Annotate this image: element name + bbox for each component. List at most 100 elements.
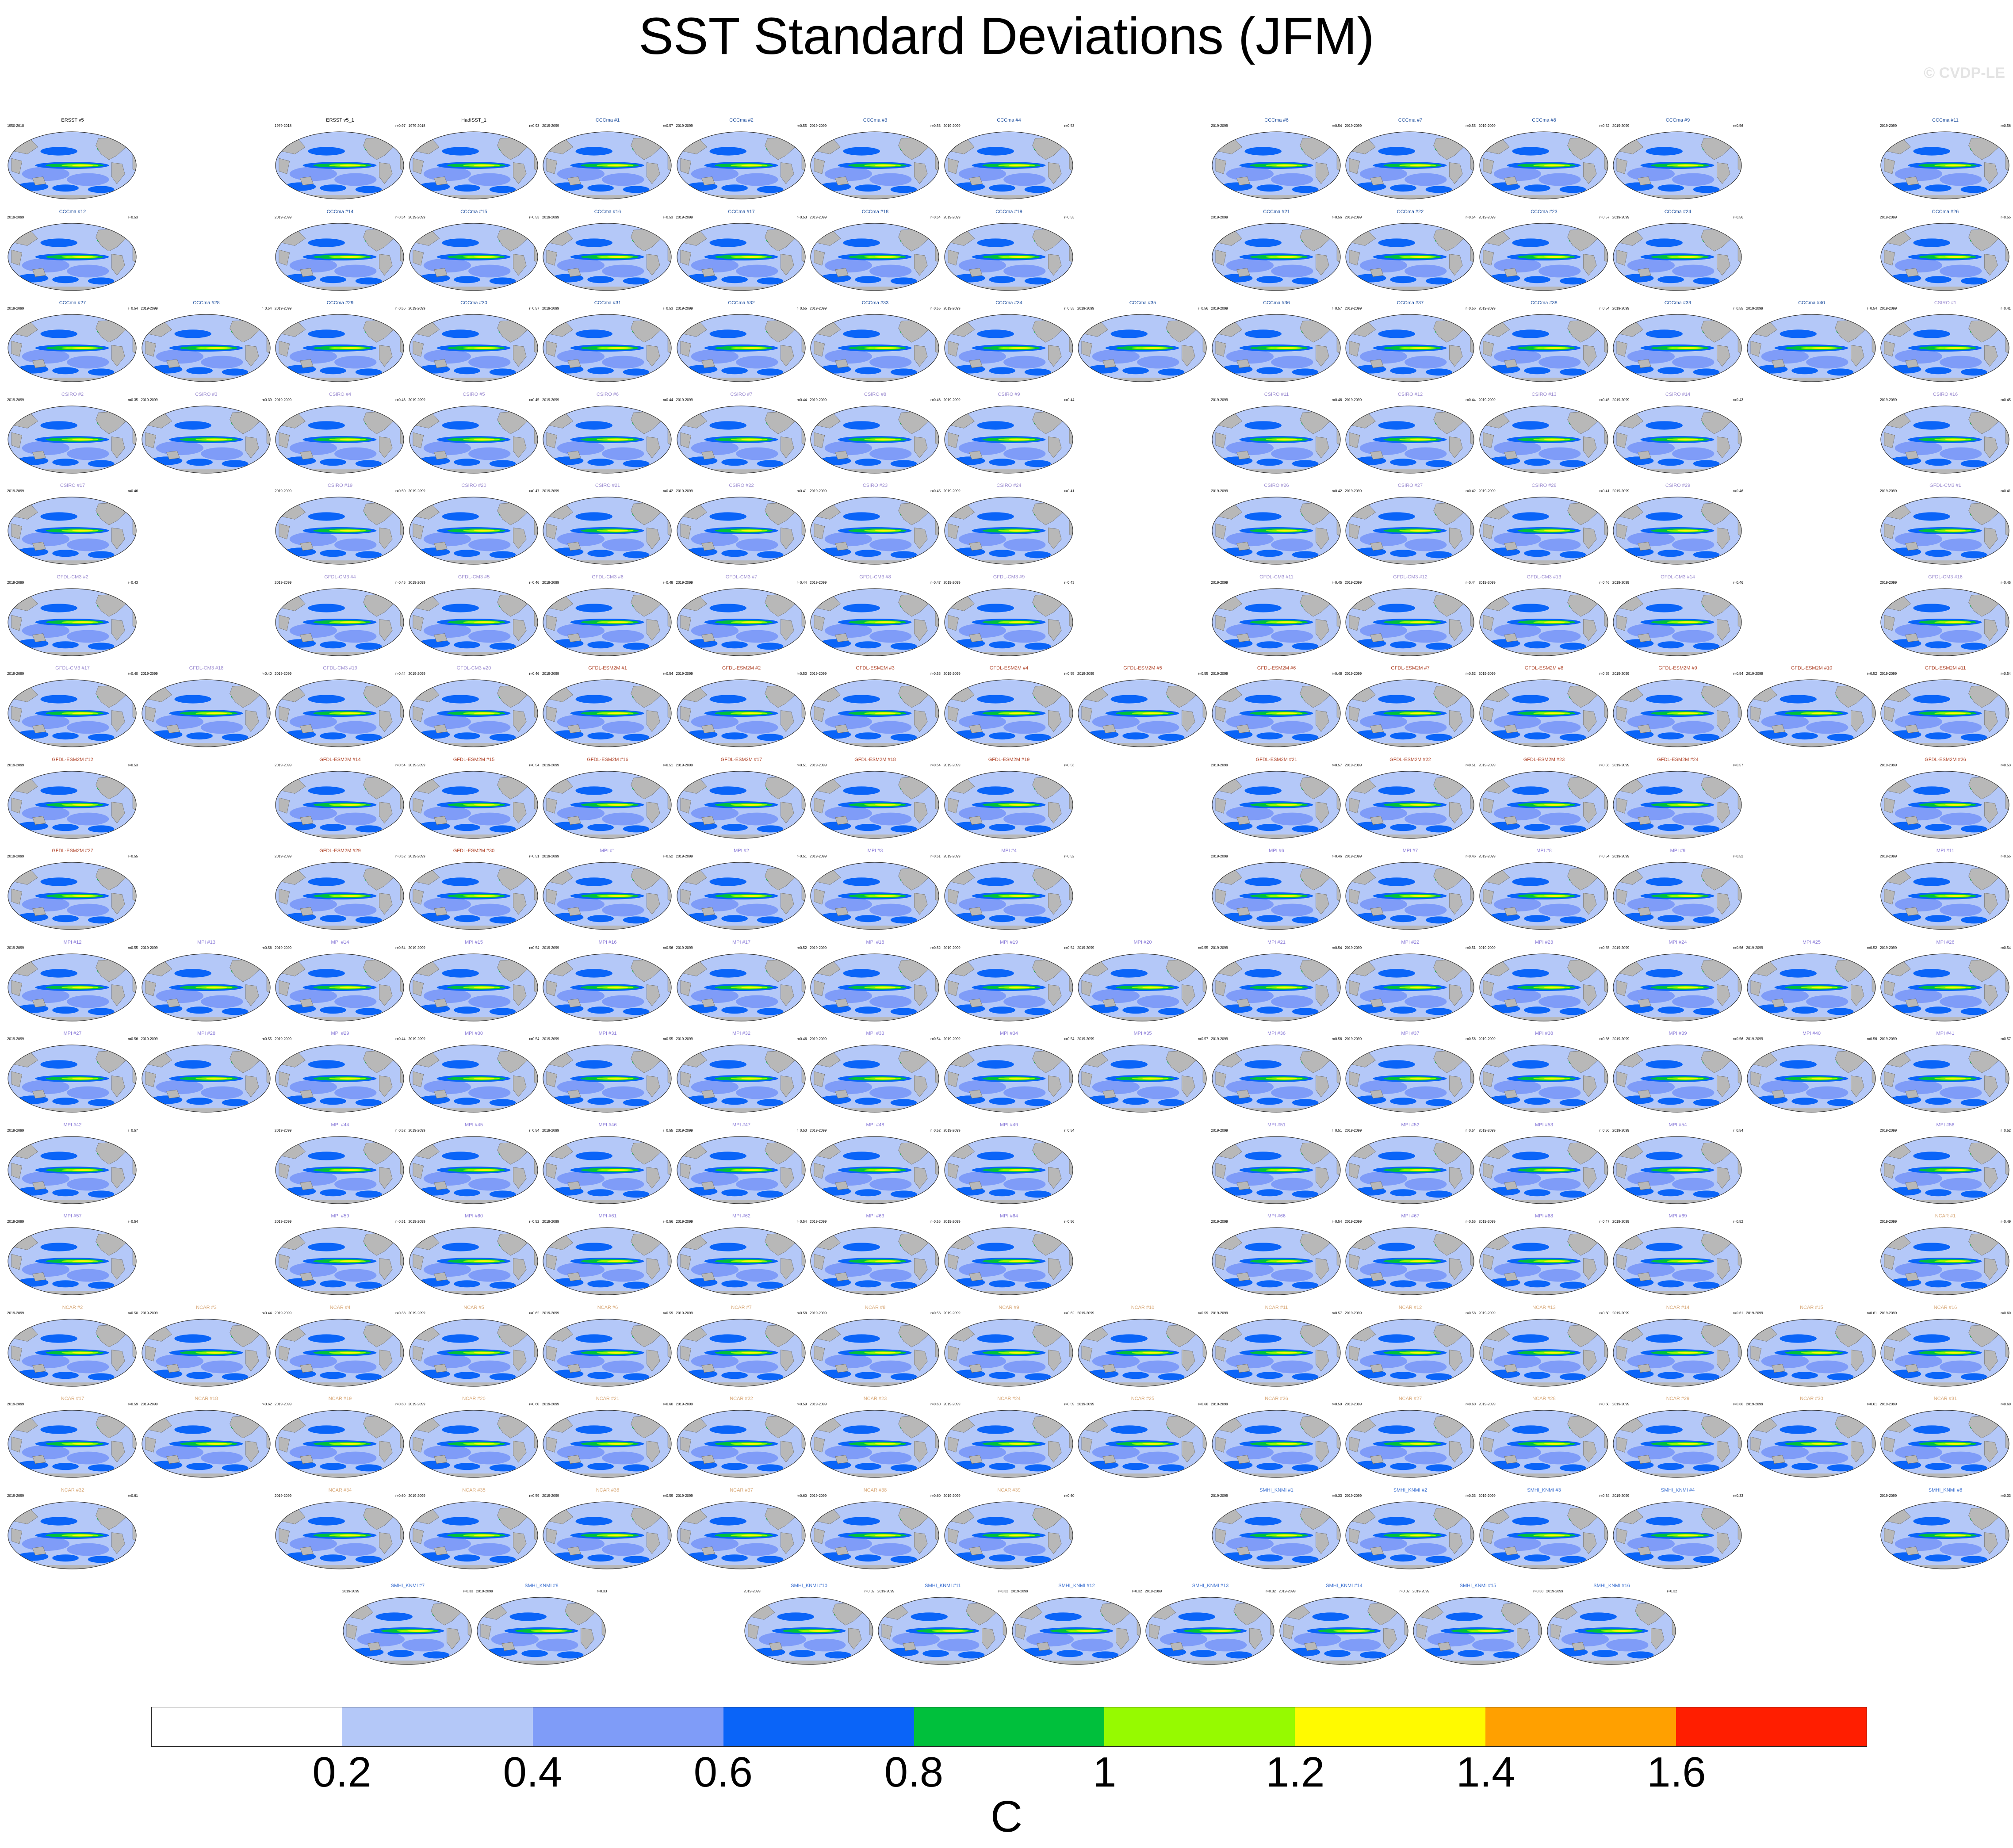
map-panel: CCCma #27 2019-2099 r=0.54 xyxy=(6,300,139,385)
panel-title: ERSST v5_1 xyxy=(326,118,354,123)
panel-correlation-label: r=0.61 xyxy=(1867,1311,1877,1315)
map-panel: NCAR #30 2019-2099 r=0.61 xyxy=(1745,1396,1878,1481)
map-panel: GFDL-CM3 #8 2019-2099 r=0.47 xyxy=(809,574,941,659)
map-panel: NCAR #26 2019-2099 r=0.59 xyxy=(1210,1396,1343,1481)
panel-correlation-label: r=0.54 xyxy=(1599,306,1610,310)
map-panel: MPI #3 2019-2099 r=0.51 xyxy=(809,848,941,933)
sst-stddev-map xyxy=(1011,1597,1141,1665)
sst-stddev-map xyxy=(1479,770,1608,839)
sst-stddev-map xyxy=(1345,1227,1474,1295)
sst-stddev-map xyxy=(810,588,939,656)
panel-correlation-label: r=0.54 xyxy=(663,672,673,676)
panel-correlation-label: r=0.54 xyxy=(1332,124,1342,128)
map-panel: MPI #51 2019-2099 r=0.51 xyxy=(1210,1122,1343,1207)
map-panel: GFDL-CM3 #17 2019-2099 r=0.40 xyxy=(6,666,139,750)
map-panel: MPI #7 2019-2099 r=0.46 xyxy=(1344,848,1477,933)
panel-period-label: 2019-2099 xyxy=(1746,1402,1763,1406)
sst-stddev-map xyxy=(1345,1136,1474,1204)
panel-period-label: 2019-2099 xyxy=(676,580,693,585)
panel-period-label: 2019-2099 xyxy=(275,1037,292,1041)
panel-correlation-label: r=0.60 xyxy=(2001,1402,2011,1406)
sst-stddev-map xyxy=(1211,588,1341,656)
sst-stddev-map xyxy=(275,497,404,565)
panel-correlation-label: r=0.40 xyxy=(261,672,272,676)
sst-stddev-map xyxy=(1613,314,1742,382)
panel-correlation-label: r=0.62 xyxy=(529,1311,540,1315)
panel-period-label: 2019-2099 xyxy=(542,672,559,676)
panel-correlation-label: r=0.46 xyxy=(529,672,540,676)
panel-correlation-label: r=0.45 xyxy=(1599,398,1610,402)
sst-stddev-map xyxy=(409,1410,538,1478)
sst-stddev-map xyxy=(1613,862,1742,930)
panel-correlation-label: r=0.52 xyxy=(1599,124,1610,128)
panel-title: CCCma #1 xyxy=(595,118,620,123)
map-panel: GFDL-ESM2M #30 2019-2099 r=0.51 xyxy=(408,848,540,933)
map-panel: CCCma #2 2019-2099 r=0.55 xyxy=(675,118,808,203)
map-panel: CCCma #35 2019-2099 r=0.56 xyxy=(1076,300,1209,385)
panel-title: GFDL-ESM2M #24 xyxy=(1657,757,1699,762)
sst-stddev-map xyxy=(810,1410,939,1478)
panel-title: CCCma #39 xyxy=(1664,300,1692,306)
panel-title: MPI #46 xyxy=(598,1122,617,1128)
panel-title: NCAR #11 xyxy=(1265,1305,1288,1310)
panel-title: CSIRO #19 xyxy=(327,483,353,488)
panel-title: MPI #16 xyxy=(598,939,617,945)
panel-title: CSIRO #7 xyxy=(730,391,753,397)
map-panel: GFDL-ESM2M #14 2019-2099 r=0.54 xyxy=(274,757,406,842)
panel-period-label: 2019-2099 xyxy=(1880,854,1897,858)
panel-correlation-label: r=0.33 xyxy=(597,1589,607,1593)
sst-stddev-map xyxy=(543,1045,672,1113)
panel-correlation-label: r=0.41 xyxy=(2001,306,2011,310)
panel-period-label: 2019-2099 xyxy=(342,1589,360,1593)
panel-correlation-label: r=0.46 xyxy=(796,1037,807,1041)
sst-stddev-map xyxy=(275,131,404,199)
panel-title: SMHI_KNMI #8 xyxy=(524,1583,559,1588)
colorbar-tick-label: 0.2 xyxy=(312,1749,371,1796)
panel-correlation-label: r=0.53 xyxy=(930,124,941,128)
map-panel: GFDL-ESM2M #16 2019-2099 r=0.51 xyxy=(541,757,674,842)
panel-correlation-label: r=0.41 xyxy=(796,489,807,493)
panel-correlation-label: r=0.46 xyxy=(1332,398,1342,402)
sst-stddev-map xyxy=(1078,679,1207,747)
map-panel: SMHI_KNMI #7 2019-2099 r=0.33 xyxy=(341,1583,474,1668)
panel-period-label: 2019-2099 xyxy=(810,854,827,858)
map-panel: MPI #59 2019-2099 r=0.51 xyxy=(274,1213,406,1298)
panel-title: CCCma #11 xyxy=(1932,118,1959,123)
panel-correlation-label: r=0.56 xyxy=(2001,124,2011,128)
sst-stddev-map xyxy=(944,953,1073,1022)
sst-stddev-map xyxy=(676,222,806,291)
sst-stddev-map xyxy=(1613,588,1742,656)
panel-title: GFDL-CM3 #6 xyxy=(592,574,624,580)
panel-title: MPI #68 xyxy=(1535,1213,1553,1219)
panel-title: SMHI_KNMI #16 xyxy=(1593,1583,1630,1588)
panel-correlation-label: r=0.45 xyxy=(2001,398,2011,402)
panel-period-label: 2019-2099 xyxy=(1880,1037,1897,1041)
panel-period-label: 2019-2099 xyxy=(408,854,425,858)
panel-correlation-label: r=0.45 xyxy=(930,489,941,493)
panel-correlation-label: r=0.51 xyxy=(529,854,540,858)
panel-correlation-label: r=0.60 xyxy=(529,1402,540,1406)
panel-title: MPI #36 xyxy=(1267,1031,1286,1036)
map-panel: NCAR #27 2019-2099 r=0.60 xyxy=(1344,1396,1477,1481)
panel-period-label: 2019-2099 xyxy=(542,1220,559,1224)
map-panel: MPI #22 2019-2099 r=0.51 xyxy=(1344,940,1477,1025)
sst-stddev-map xyxy=(275,1045,404,1113)
sst-stddev-map xyxy=(1880,222,2009,291)
panel-title: MPI #25 xyxy=(1803,939,1821,945)
map-panel: SMHI_KNMI #16 2019-2099 r=0.32 xyxy=(1546,1583,1678,1668)
map-panel: NCAR #31 2019-2099 r=0.60 xyxy=(1879,1396,2012,1481)
panel-correlation-label: r=0.32 xyxy=(864,1589,875,1593)
panel-title: MPI #2 xyxy=(734,848,749,853)
panel-period-label: 2019-2099 xyxy=(542,398,559,402)
map-panel: MPI #34 2019-2099 r=0.54 xyxy=(943,1031,1075,1116)
panel-title: NCAR #25 xyxy=(1131,1396,1155,1401)
map-panel: MPI #69 2019-2099 r=0.52 xyxy=(1611,1213,1744,1298)
sst-stddev-map xyxy=(810,1501,939,1569)
sst-stddev-map xyxy=(1211,953,1341,1022)
map-panel: GFDL-CM3 #5 2019-2099 r=0.46 xyxy=(408,574,540,659)
map-panel: CSIRO #4 2019-2099 r=0.43 xyxy=(274,392,406,477)
panel-correlation-label: r=0.53 xyxy=(128,763,138,767)
map-panel: MPI #9 2019-2099 r=0.52 xyxy=(1611,848,1744,933)
panel-period-label: 2019-2099 xyxy=(275,306,292,310)
map-panel: MPI #40 2019-2099 r=0.56 xyxy=(1745,1031,1878,1116)
